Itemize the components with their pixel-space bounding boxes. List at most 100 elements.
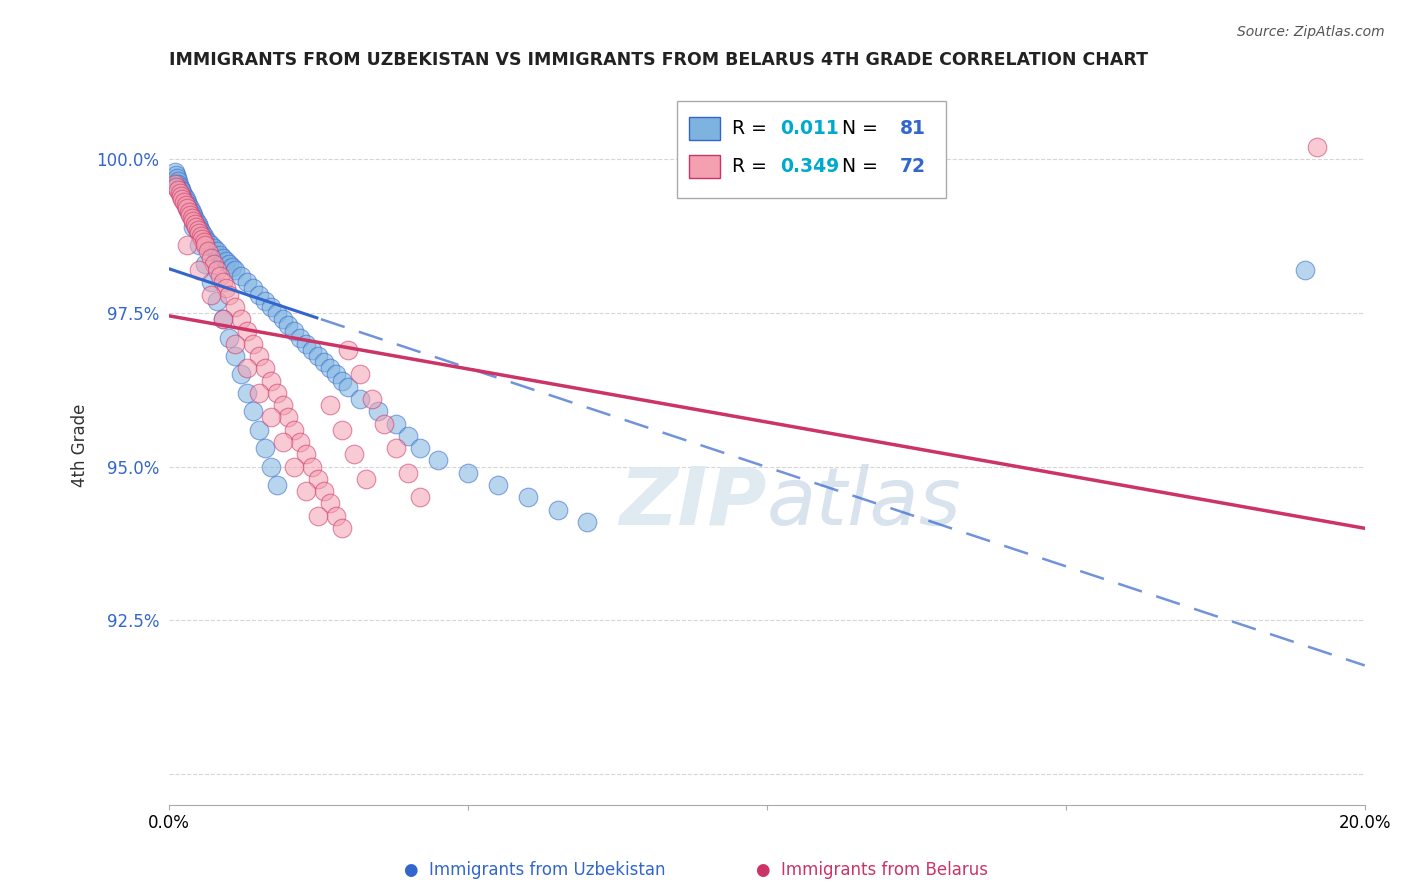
Point xyxy=(271,312,294,326)
Point xyxy=(325,508,347,523)
Point xyxy=(205,244,228,259)
Point xyxy=(174,198,197,212)
Point xyxy=(179,208,201,222)
Point xyxy=(314,355,336,369)
Point xyxy=(197,235,219,250)
Point xyxy=(205,263,228,277)
Point xyxy=(184,219,207,234)
Point xyxy=(211,312,233,326)
Point xyxy=(283,459,305,474)
Point xyxy=(385,417,408,431)
Point xyxy=(208,247,231,261)
Point xyxy=(170,189,193,203)
Text: 81: 81 xyxy=(900,120,925,138)
Point xyxy=(191,232,214,246)
Point xyxy=(283,325,305,339)
Point xyxy=(235,275,257,289)
Point xyxy=(193,235,215,250)
Point xyxy=(295,447,318,461)
Point xyxy=(169,186,191,200)
Point xyxy=(259,300,281,314)
Text: atlas: atlas xyxy=(766,464,962,541)
Point xyxy=(200,238,222,252)
Point xyxy=(330,521,353,535)
Point xyxy=(271,398,294,412)
Point xyxy=(349,392,371,406)
Text: 72: 72 xyxy=(900,157,925,176)
Point xyxy=(187,219,209,234)
Point xyxy=(367,404,389,418)
Point xyxy=(194,232,217,246)
Point xyxy=(221,260,243,274)
Point xyxy=(266,385,288,400)
Point xyxy=(385,441,408,455)
Point xyxy=(361,392,384,406)
Text: ZIP: ZIP xyxy=(620,464,766,541)
Point xyxy=(218,257,240,271)
Point xyxy=(295,336,318,351)
Point xyxy=(247,385,270,400)
Point xyxy=(187,223,209,237)
Point xyxy=(166,170,188,185)
Point xyxy=(224,300,246,314)
Point xyxy=(218,330,240,344)
Text: N =: N = xyxy=(830,157,884,176)
Point xyxy=(337,380,360,394)
Point xyxy=(325,368,347,382)
Point xyxy=(396,466,419,480)
Text: ●  Immigrants from Belarus: ● Immigrants from Belarus xyxy=(755,861,988,879)
Point xyxy=(208,268,231,283)
Point xyxy=(266,306,288,320)
Point xyxy=(253,293,276,308)
Point xyxy=(253,361,276,376)
Point xyxy=(229,268,252,283)
Point xyxy=(200,251,222,265)
Point xyxy=(167,177,190,191)
Point xyxy=(242,404,264,418)
Point xyxy=(177,198,200,212)
Point xyxy=(247,287,270,301)
Point xyxy=(194,257,217,271)
Point xyxy=(330,423,353,437)
Point xyxy=(197,244,219,259)
Point xyxy=(277,410,299,425)
Point xyxy=(173,189,195,203)
Point xyxy=(235,385,257,400)
Text: 0.011: 0.011 xyxy=(780,120,839,138)
Point xyxy=(301,343,323,357)
Point xyxy=(167,183,190,197)
Point xyxy=(193,229,215,244)
Point xyxy=(170,183,193,197)
Point xyxy=(319,496,342,510)
Point xyxy=(516,491,538,505)
Point xyxy=(180,204,202,219)
Point xyxy=(188,223,211,237)
FancyBboxPatch shape xyxy=(689,154,720,178)
Point xyxy=(224,349,246,363)
Point xyxy=(170,183,193,197)
Point xyxy=(427,453,450,467)
Point xyxy=(183,217,205,231)
Point xyxy=(235,361,257,376)
Point xyxy=(295,484,318,499)
Point xyxy=(187,226,209,240)
Point xyxy=(187,263,209,277)
Point xyxy=(259,459,281,474)
Point xyxy=(290,435,312,450)
Point xyxy=(283,423,305,437)
Y-axis label: 4th Grade: 4th Grade xyxy=(72,403,89,487)
Point xyxy=(169,180,191,194)
Point xyxy=(319,361,342,376)
Point xyxy=(547,502,569,516)
Text: Source: ZipAtlas.com: Source: ZipAtlas.com xyxy=(1237,25,1385,39)
Point xyxy=(165,180,187,194)
Point xyxy=(200,275,222,289)
Point xyxy=(253,441,276,455)
Point xyxy=(307,349,329,363)
Point xyxy=(242,336,264,351)
Point xyxy=(259,410,281,425)
Point xyxy=(179,202,201,216)
Point xyxy=(215,281,238,295)
Point xyxy=(205,293,228,308)
Point xyxy=(170,186,193,200)
